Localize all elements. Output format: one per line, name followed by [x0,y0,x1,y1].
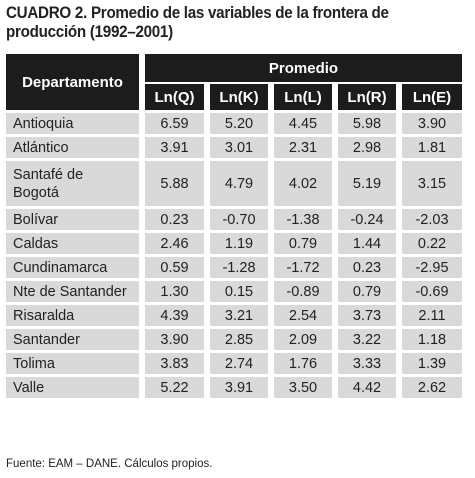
value-cell: 4.45 [268,110,332,134]
value-cell: -0.70 [204,206,268,230]
value-cell: 2.62 [396,374,462,398]
department-cell: Santander [6,326,145,350]
value-cell: 1.30 [145,278,204,302]
value-cell: 1.81 [396,134,462,158]
department-cell: Antioquia [6,110,145,134]
department-cell: Risaralda [6,302,145,326]
value-cell: 3.01 [204,134,268,158]
value-cell: 6.59 [145,110,204,134]
data-table: Departamento Promedio Ln(Q) Ln(K) Ln(L) … [6,54,462,398]
value-cell: -0.24 [332,206,396,230]
value-cell: 2.46 [145,230,204,254]
value-cell: 0.79 [268,230,332,254]
value-cell: 1.18 [396,326,462,350]
value-cell: 3.21 [204,302,268,326]
value-cell: 3.90 [145,326,204,350]
column-header: Ln(R) [332,84,396,110]
table-row: Atlántico 3.91 3.01 2.31 2.98 1.81 [6,134,462,158]
source-note: Fuente: EAM – DANE. Cálculos propios. [6,458,213,470]
group-header: Promedio [145,54,462,84]
table-row: Risaralda 4.39 3.21 2.54 3.73 2.11 [6,302,462,326]
table-number: CUADRO 2. [6,4,88,22]
department-cell: Atlántico [6,134,145,158]
value-cell: 2.11 [396,302,462,326]
value-cell: 0.23 [332,254,396,278]
department-cell: Nte de Santander [6,278,145,302]
table-row: Caldas 2.46 1.19 0.79 1.44 0.22 [6,230,462,254]
value-cell: 3.91 [145,134,204,158]
value-cell: -0.89 [268,278,332,302]
value-cell: -2.95 [396,254,462,278]
value-cell: -1.72 [268,254,332,278]
value-cell: 2.85 [204,326,268,350]
value-cell: -1.28 [204,254,268,278]
value-cell: 3.22 [332,326,396,350]
table-row: Valle 5.22 3.91 3.50 4.42 2.62 [6,374,462,398]
value-cell: 0.59 [145,254,204,278]
value-cell: 5.88 [145,158,204,206]
table-title: CUADRO 2. Promedio de las variables de l… [6,4,411,42]
value-cell: 1.19 [204,230,268,254]
value-cell: 3.91 [204,374,268,398]
value-cell: 0.79 [332,278,396,302]
value-cell: 3.33 [332,350,396,374]
department-cell: Tolima [6,350,145,374]
value-cell: 5.98 [332,110,396,134]
table-row: Bolívar 0.23 -0.70 -1.38 -0.24 -2.03 [6,206,462,230]
value-cell: 4.39 [145,302,204,326]
value-cell: -0.69 [396,278,462,302]
value-cell: 5.22 [145,374,204,398]
table-row: Antioquia 6.59 5.20 4.45 5.98 3.90 [6,110,462,134]
value-cell: 2.98 [332,134,396,158]
value-cell: 1.44 [332,230,396,254]
value-cell: 3.90 [396,110,462,134]
row-header: Departamento [6,54,145,110]
table-row: Tolima 3.83 2.74 1.76 3.33 1.39 [6,350,462,374]
table-row: Nte de Santander 1.30 0.15 -0.89 0.79 -0.69 [6,278,462,302]
column-header: Ln(E) [396,84,462,110]
department-cell: Valle [6,374,145,398]
value-cell: 4.79 [204,158,268,206]
department-cell: Bolívar [6,206,145,230]
value-cell: -2.03 [396,206,462,230]
value-cell: -1.38 [268,206,332,230]
value-cell: 5.19 [332,158,396,206]
value-cell: 0.23 [145,206,204,230]
value-cell: 0.15 [204,278,268,302]
value-cell: 4.02 [268,158,332,206]
value-cell: 3.50 [268,374,332,398]
value-cell: 3.15 [396,158,462,206]
table-row: Cundinamarca 0.59 -1.28 -1.72 0.23 -2.95 [6,254,462,278]
table-row: Santafé de Bogotá 5.88 4.79 4.02 5.19 3.15 [6,158,462,206]
table-caption: Promedio de las variables de la frontera… [6,4,389,41]
department-cell: Cundinamarca [6,254,145,278]
value-cell: 2.31 [268,134,332,158]
column-headers: Ln(Q) Ln(K) Ln(L) Ln(R) Ln(E) [6,84,462,110]
value-cell: 3.73 [332,302,396,326]
value-cell: 5.20 [204,110,268,134]
value-cell: 2.09 [268,326,332,350]
table-row: Santander 3.90 2.85 2.09 3.22 1.18 [6,326,462,350]
value-cell: 2.54 [268,302,332,326]
column-header: Ln(K) [204,84,268,110]
column-header: Ln(L) [268,84,332,110]
table-body: Antioquia 6.59 5.20 4.45 5.98 3.90 Atlántico 3.… [6,110,462,398]
value-cell: 3.83 [145,350,204,374]
value-cell: 0.22 [396,230,462,254]
department-cell: Santafé de Bogotá [6,158,145,206]
value-cell: 4.42 [332,374,396,398]
value-cell: 1.76 [268,350,332,374]
column-header: Ln(Q) [145,84,204,110]
value-cell: 1.39 [396,350,462,374]
department-cell: Caldas [6,230,145,254]
value-cell: 2.74 [204,350,268,374]
